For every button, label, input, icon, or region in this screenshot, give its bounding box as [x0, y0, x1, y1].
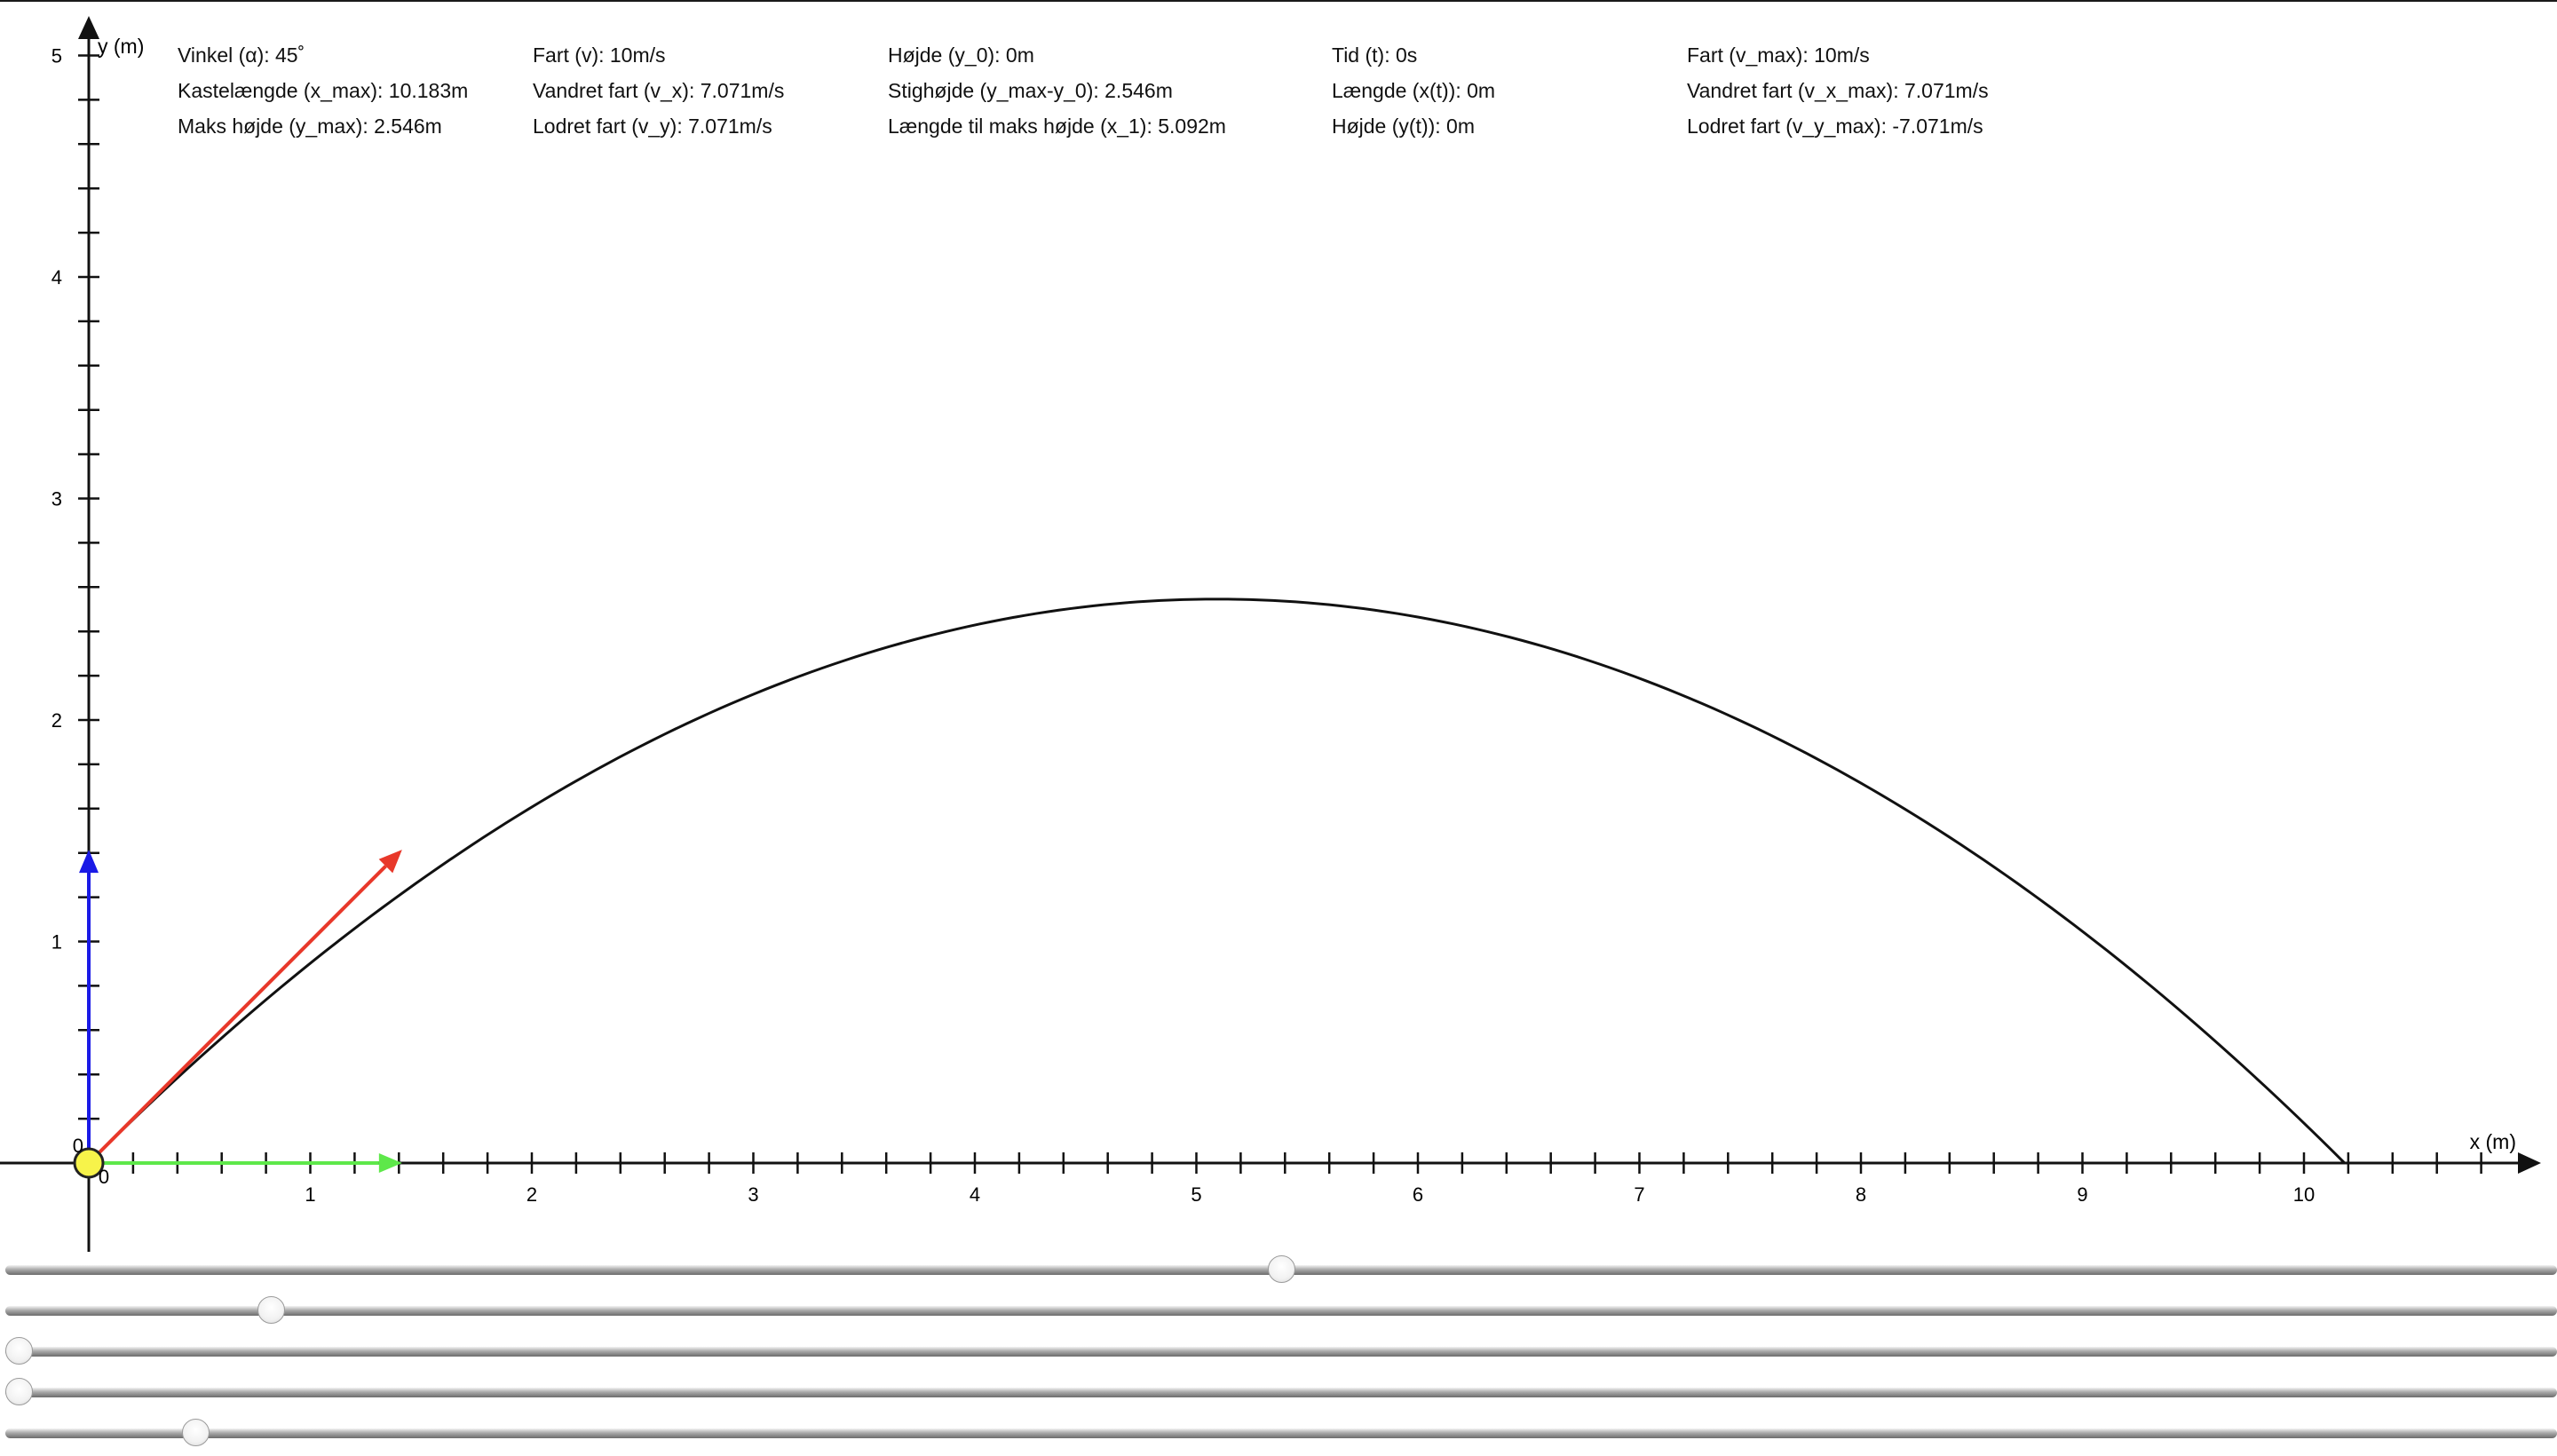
x-tick-label: 3 — [748, 1183, 758, 1206]
x-tick-label: 4 — [970, 1183, 980, 1206]
time-readout: Tid (t): 0s — [1332, 44, 1418, 67]
x-tick-label: 6 — [1413, 1183, 1423, 1206]
readout-column-3: Højde (y_0): 0m Stighøjde (y_max-y_0): 2… — [888, 37, 1226, 144]
slider-knob[interactable] — [182, 1419, 210, 1446]
slider-knob[interactable] — [5, 1378, 33, 1405]
y-tick-label: 2 — [51, 709, 62, 732]
top-border — [0, 0, 2557, 2]
gravity-slider[interactable] — [5, 1415, 2557, 1456]
angle-readout: Vinkel (α): 45˚ — [178, 44, 305, 67]
readout-column-2: Fart (v): 10m/s Vandret fart (v_x): 7.07… — [533, 37, 784, 144]
velocity-vector-head — [378, 850, 402, 874]
x-axis-label: x (m) — [2470, 1130, 2516, 1153]
x-position-readout: Længde (x(t)): 0m — [1332, 79, 1496, 102]
readout-column-5: Fart (v_max): 10m/s Vandret fart (v_x_ma… — [1687, 37, 1989, 144]
y-axis-label: y (m) — [98, 35, 144, 58]
x-axis-arrow — [2518, 1152, 2541, 1174]
speed-readout: Fart (v): 10m/s — [533, 44, 666, 67]
horizontal-velocity-vector-head — [378, 1153, 402, 1173]
velocity-vector-shaft — [87, 865, 387, 1165]
y-position-readout: Højde (y(t)): 0m — [1332, 115, 1475, 138]
x-tick-label: 1 — [305, 1183, 315, 1206]
origin-x-label: 0 — [99, 1166, 109, 1188]
angle-slider[interactable] — [5, 1252, 2557, 1293]
x-tick-label: 8 — [1856, 1183, 1866, 1206]
rise-height-readout: Stighøjde (y_max-y_0): 2.546m — [888, 79, 1173, 102]
time-slider[interactable] — [5, 1374, 2557, 1415]
max-height-readout: Maks højde (y_max): 2.546m — [178, 115, 442, 138]
slider-track[interactable] — [5, 1388, 2557, 1397]
y-tick-label: 4 — [51, 266, 62, 289]
trajectory-curve — [87, 597, 2346, 1165]
vertical-speed-readout: Lodret fart (v_y): 7.071m/s — [533, 115, 772, 138]
axes: 1 2 3 4 5 6 7 8 9 10 1 2 3 4 5 — [0, 16, 2541, 1252]
slider-track[interactable] — [5, 1428, 2557, 1438]
projectile-ball[interactable] — [73, 1147, 105, 1179]
max-horizontal-speed-readout: Vandret fart (v_x_max): 7.071m/s — [1687, 79, 1989, 102]
y-tick-label: 1 — [51, 931, 62, 954]
speed-slider[interactable] — [5, 1293, 2557, 1333]
x-tick-label: 7 — [1634, 1183, 1644, 1206]
max-vertical-speed-readout: Lodret fart (v_y_max): -7.071m/s — [1687, 115, 1983, 138]
y-axis-arrow — [78, 16, 99, 39]
range-readout: Kastelængde (x_max): 10.183m — [178, 79, 469, 102]
slider-knob[interactable] — [1268, 1255, 1295, 1283]
origin-y-label: 0 — [73, 1135, 83, 1157]
readout-column-1: Vinkel (α): 45˚ Kastelængde (x_max): 10.… — [178, 37, 468, 144]
x-tick-label: 2 — [526, 1183, 537, 1206]
slider-knob[interactable] — [257, 1296, 286, 1324]
slider-knob[interactable] — [5, 1337, 33, 1365]
x-tick-label: 5 — [1191, 1183, 1201, 1206]
slider-track[interactable] — [5, 1347, 2557, 1357]
y-tick-label: 3 — [51, 488, 62, 510]
vectors — [79, 850, 402, 1173]
y-tick-label: 5 — [51, 45, 62, 67]
horizontal-speed-readout: Vandret fart (v_x): 7.071m/s — [533, 79, 785, 102]
apex-distance-readout: Længde til maks højde (x_1): 5.092m — [888, 115, 1226, 138]
slider-track[interactable] — [5, 1306, 2557, 1316]
x-tick-label: 10 — [2293, 1183, 2315, 1206]
initial-height-readout: Højde (y_0): 0m — [888, 44, 1034, 67]
x-tick-label: 9 — [2077, 1183, 2087, 1206]
max-speed-readout: Fart (v_max): 10m/s — [1687, 44, 1870, 67]
plot-area: 1 2 3 4 5 6 7 8 9 10 1 2 3 4 5 0 0 x (m) y (m) — [0, 16, 2541, 1252]
height-slider[interactable] — [5, 1333, 2557, 1374]
vertical-velocity-vector-head — [79, 850, 99, 874]
readout-column-4: Tid (t): 0s Længde (x(t)): 0m Højde (y(t… — [1332, 37, 1495, 144]
